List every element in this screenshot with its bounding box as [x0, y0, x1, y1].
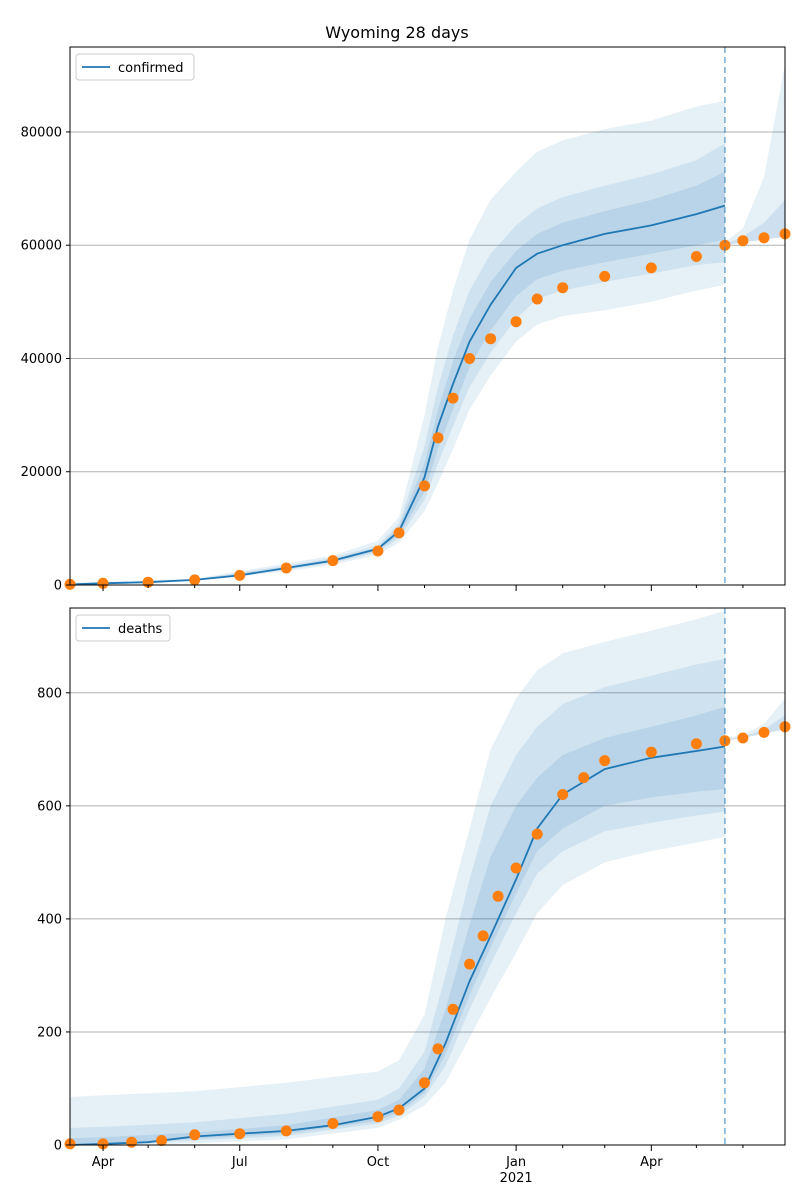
legend: confirmed [75, 53, 195, 81]
observed-point [447, 392, 459, 404]
axes-frame [69, 607, 786, 1146]
observed-point [372, 545, 384, 557]
uncertainty-band-middle [70, 143, 725, 585]
observed-point [447, 1003, 459, 1015]
legend-box [75, 53, 195, 81]
future-band-outer [724, 698, 785, 741]
observed-point [531, 828, 543, 840]
y-tick-label: 200 [37, 1025, 62, 1040]
y-tick-label: 80000 [21, 125, 62, 140]
observed-point [234, 569, 246, 581]
figure-title: Wyoming 28 days [325, 23, 468, 42]
axes-frame [69, 46, 786, 586]
observed-point [492, 890, 504, 902]
observed-point [126, 1136, 138, 1148]
x-tick-label: Jan [505, 1155, 526, 1170]
legend-label: deaths [118, 622, 163, 637]
observed-point [372, 1111, 384, 1123]
model-line [69, 745, 726, 1146]
legend-box [75, 614, 171, 642]
observed-point [419, 480, 430, 492]
observed-point [419, 1077, 430, 1089]
y-tick-label: 0 [54, 579, 62, 594]
model-line [69, 204, 726, 586]
observed-point [690, 251, 702, 262]
observed-point [327, 555, 339, 567]
observed-point [393, 1104, 405, 1116]
future-band-inner [724, 715, 785, 741]
observed-point [432, 432, 444, 444]
y-tick-label: 40000 [21, 352, 62, 367]
observed-point [510, 316, 522, 328]
observed-point [578, 772, 590, 784]
observed-point [758, 232, 770, 244]
observed-point [645, 262, 657, 274]
y-tick-label: 400 [37, 912, 62, 927]
observed-point [234, 1128, 246, 1140]
x-tick-label: Oct [367, 1155, 389, 1170]
x-tick-label: Apr [92, 1155, 115, 1170]
observed-point [97, 577, 109, 589]
y-tick-label: 600 [37, 799, 62, 814]
uncertainty-band-middle [70, 658, 725, 1145]
y-tick-label: 800 [37, 686, 62, 701]
observed-point [557, 282, 569, 294]
y-tick-label: 0 [54, 1139, 62, 1154]
x-tick-label: Apr [640, 1155, 663, 1170]
uncertainty-band-outer [70, 100, 725, 586]
uncertainty-band-inner [70, 706, 725, 1145]
observed-point [432, 1043, 444, 1055]
uncertainty-band-outer [70, 610, 725, 1145]
confirmed-panel: 0 20000 40000 60000 80000 confirmed [21, 46, 791, 594]
observed-point [645, 746, 657, 758]
observed-point [327, 1118, 339, 1129]
observed-point [737, 235, 749, 247]
observed-point [477, 930, 489, 942]
observed-point [737, 732, 749, 744]
observed-point [280, 562, 292, 574]
observed-point [485, 333, 497, 345]
observed-point [690, 738, 702, 750]
observed-point [189, 574, 201, 586]
observed-point [464, 353, 476, 364]
observed-point [280, 1125, 292, 1137]
observed-point [97, 1138, 109, 1150]
x-tick-label: Jul [231, 1155, 248, 1170]
future-band-outer [724, 64, 785, 246]
observed-point [189, 1129, 201, 1141]
y-tick-label: 20000 [21, 465, 62, 480]
legend-label: confirmed [118, 61, 184, 76]
observed-point [557, 789, 569, 800]
x-tick-sublabel: 2021 [500, 1171, 533, 1186]
observed-point [599, 270, 611, 282]
y-tick-label: 60000 [21, 239, 62, 254]
uncertainty-band-inner [70, 171, 725, 585]
observed-point [464, 958, 476, 970]
observed-point [531, 293, 543, 305]
observed-point [510, 862, 522, 874]
observed-point [393, 527, 405, 539]
observed-point [599, 755, 611, 767]
observed-point [758, 726, 770, 738]
future-band-inner [724, 199, 785, 246]
legend: deaths [75, 614, 171, 642]
observed-point [156, 1135, 168, 1146]
observed-point [719, 239, 731, 251]
